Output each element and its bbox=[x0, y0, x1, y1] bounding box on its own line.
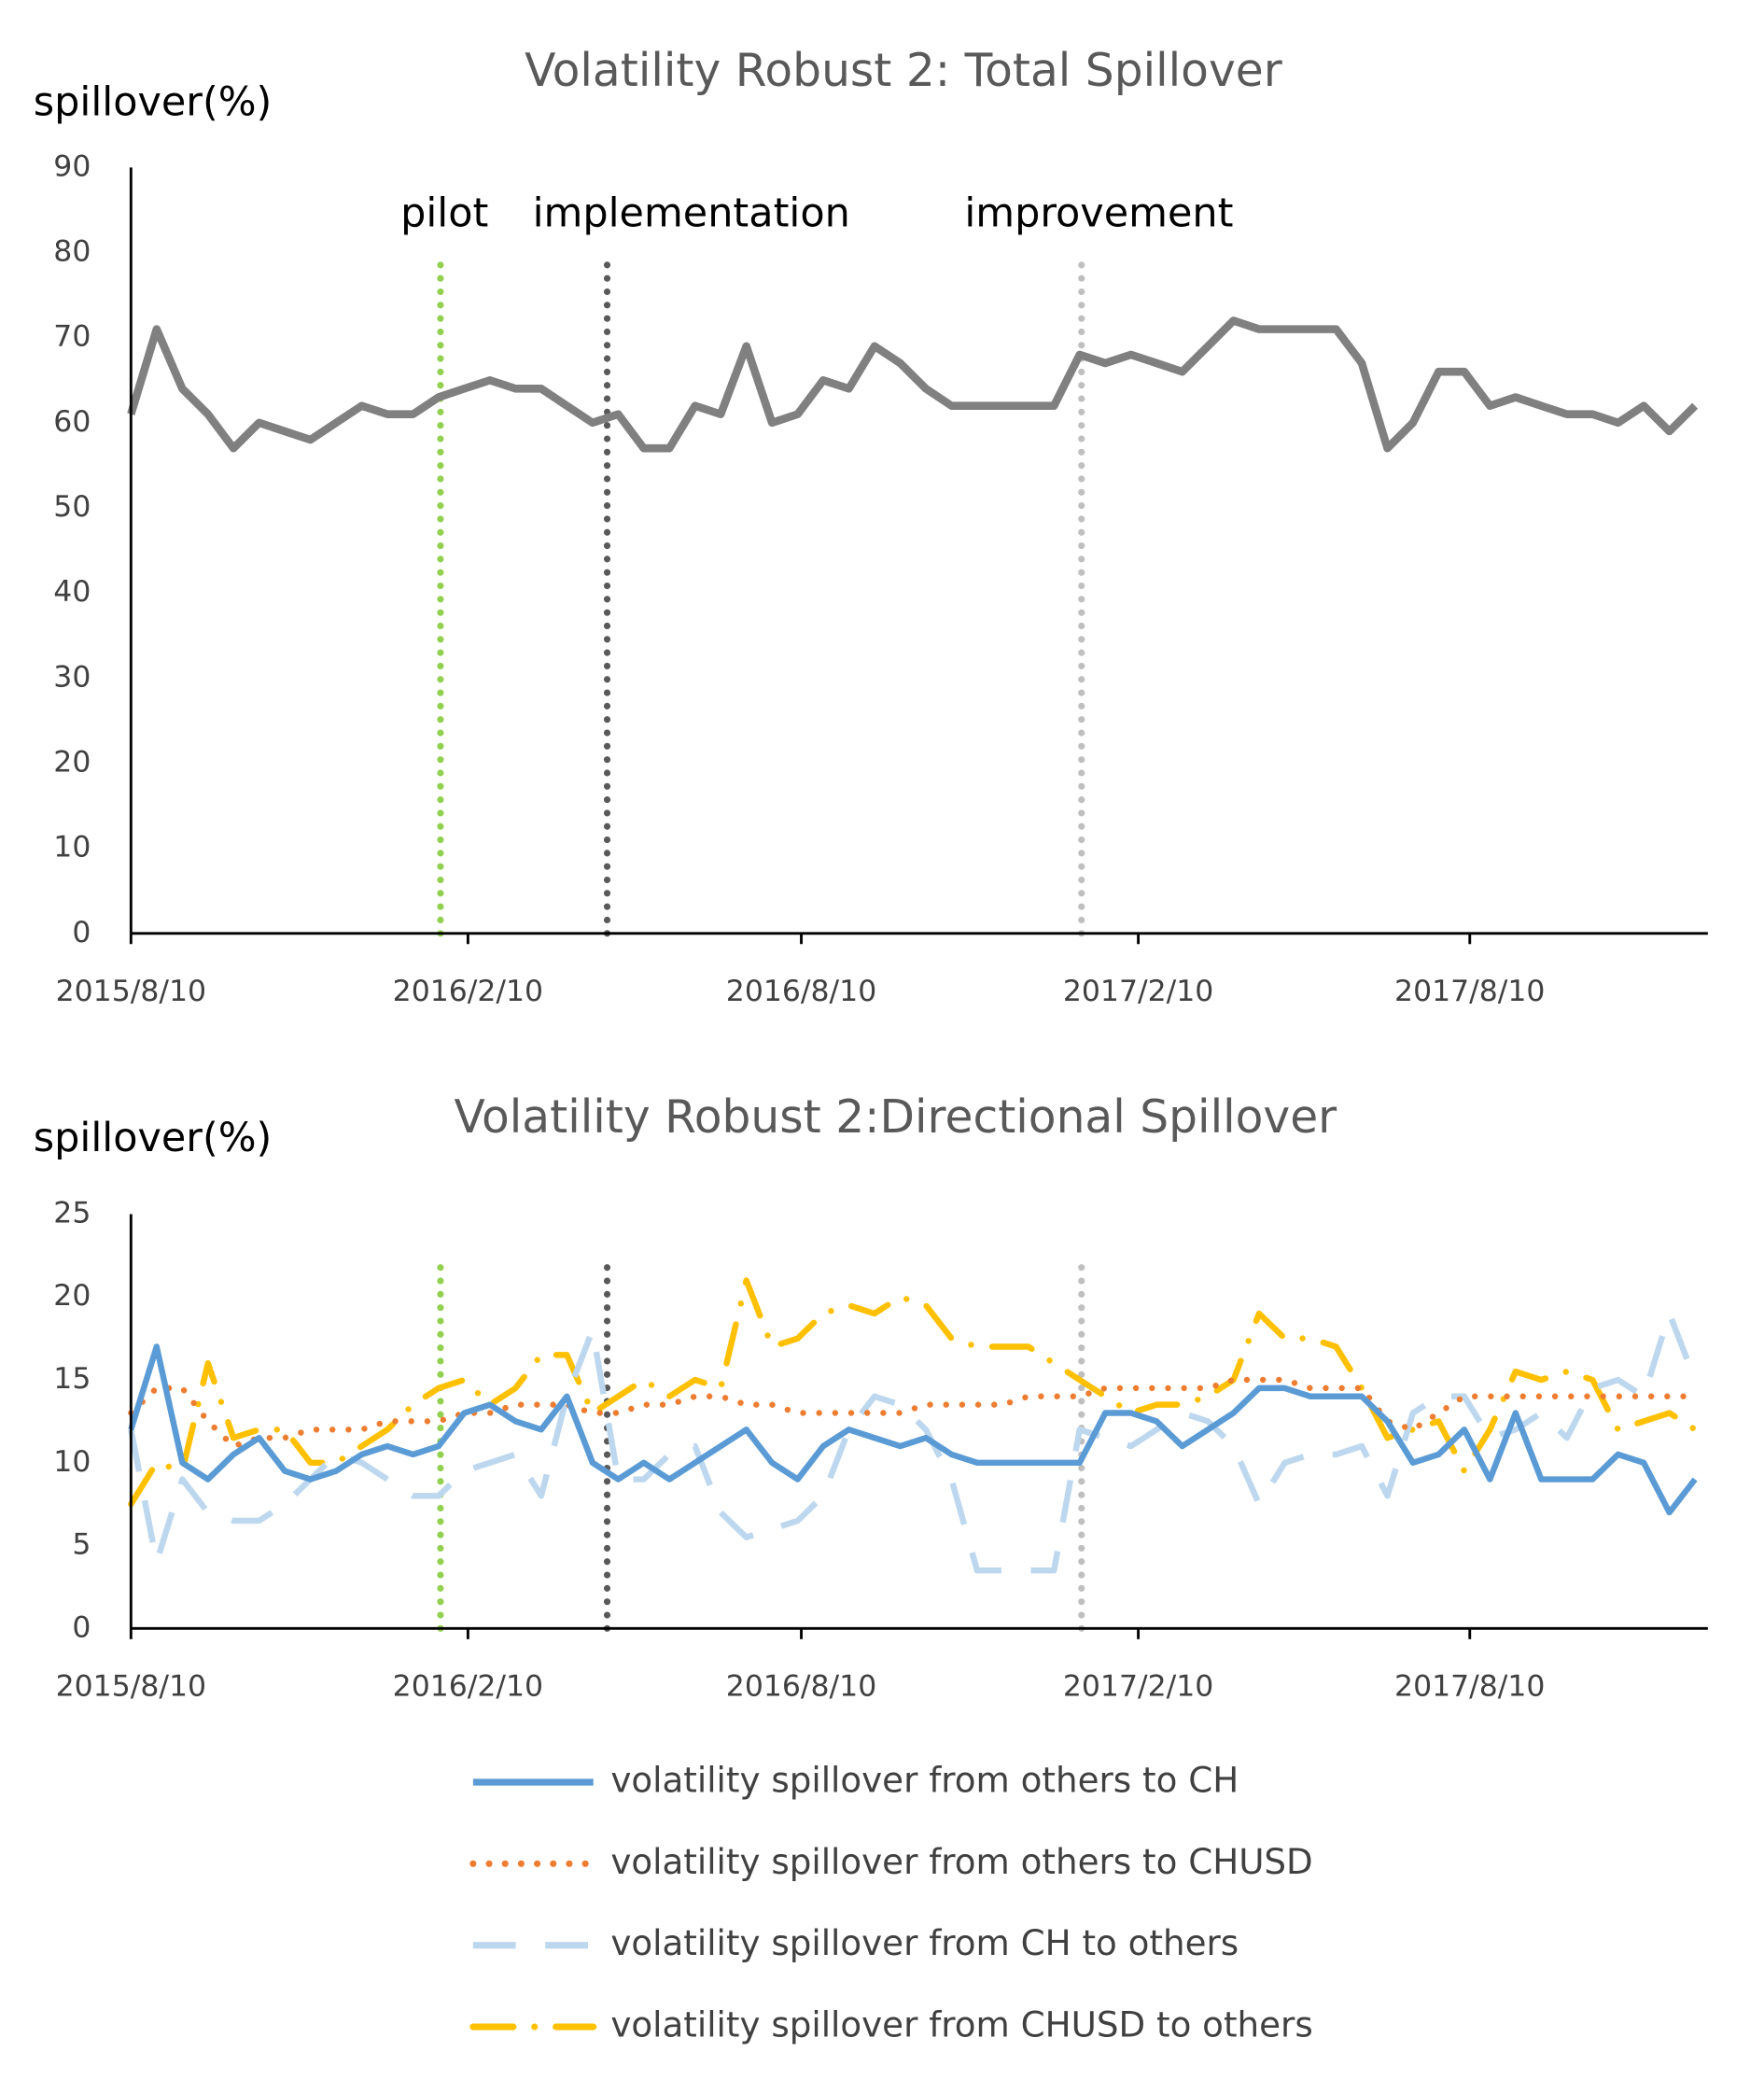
x-tick-label: 2017/8/10 bbox=[1394, 1669, 1545, 1703]
y-tick-label: 0 bbox=[72, 1610, 91, 1644]
x-tick-label: 2016/2/10 bbox=[393, 975, 543, 1008]
y-tick-label: 20 bbox=[53, 1279, 91, 1313]
y-tick-label: 90 bbox=[53, 149, 91, 183]
legend-label: volatility spillover from others to CH bbox=[610, 1759, 1239, 1800]
y-tick-label: 10 bbox=[53, 831, 91, 864]
legend-label: volatility spillover from CHUSD to other… bbox=[610, 2004, 1312, 2045]
y-tick-label: 20 bbox=[53, 745, 91, 779]
series-line bbox=[128, 1277, 1699, 1508]
x-tick-label: 2016/2/10 bbox=[393, 1669, 543, 1703]
legend-label: volatility spillover from others to CHUS… bbox=[610, 1841, 1312, 1882]
y-tick-label: 0 bbox=[72, 916, 91, 949]
y-tick-label: 40 bbox=[53, 575, 91, 609]
x-tick-label: 2017/2/10 bbox=[1063, 975, 1213, 1008]
x-tick-label: 2015/8/10 bbox=[56, 1669, 206, 1703]
y-tick-label: 60 bbox=[53, 405, 91, 439]
x-tick-label: 2016/8/10 bbox=[726, 975, 876, 1008]
x-tick-label: 2017/8/10 bbox=[1394, 975, 1545, 1008]
y-tick-label: 25 bbox=[53, 1196, 91, 1230]
series-line bbox=[127, 316, 1699, 453]
y-tick-label: 50 bbox=[53, 490, 91, 524]
y-tick-label: 5 bbox=[72, 1528, 91, 1562]
y-axis-label: spillover(%) bbox=[34, 79, 272, 126]
y-tick-label: 70 bbox=[53, 320, 91, 354]
x-tick-label: 2017/2/10 bbox=[1063, 1669, 1213, 1703]
series-line bbox=[128, 1343, 1698, 1516]
y-tick-label: 10 bbox=[53, 1445, 91, 1479]
legend-label: volatility spillover from CH to others bbox=[610, 1922, 1239, 1963]
y-axis-label: spillover(%) bbox=[34, 1115, 272, 1161]
series-line bbox=[128, 1376, 1699, 1450]
event-label: pilot bbox=[400, 190, 488, 236]
y-tick-label: 15 bbox=[53, 1362, 91, 1396]
y-tick-label: 80 bbox=[53, 235, 91, 269]
y-tick-label: 30 bbox=[53, 660, 91, 694]
chart-title: Volatility Robust 2: Total Spillover bbox=[525, 45, 1283, 97]
event-label: implementation bbox=[533, 190, 850, 236]
x-tick-label: 2015/8/10 bbox=[56, 975, 206, 1008]
chart-title: Volatility Robust 2:Directional Spillove… bbox=[454, 1091, 1337, 1144]
event-label: improvement bbox=[964, 190, 1233, 236]
x-tick-label: 2016/8/10 bbox=[726, 1669, 876, 1703]
